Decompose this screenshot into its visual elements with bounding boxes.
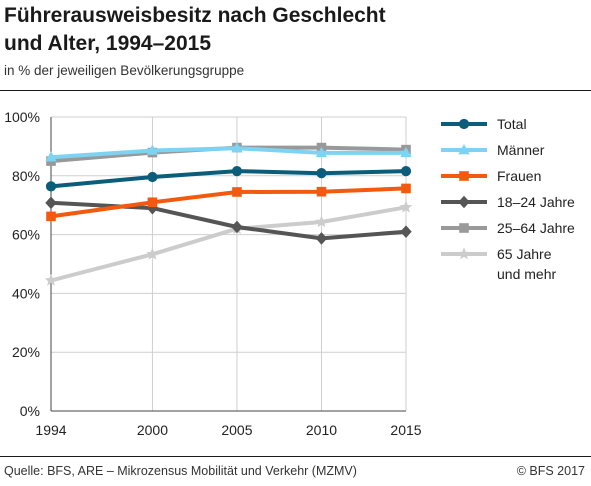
data-point-18-24-jahre [400,225,412,238]
data-point-total [231,165,243,177]
chart-title: Führerausweisbesitz nach Geschlecht und … [4,2,584,58]
data-point-frauen [147,197,158,208]
legend-marker-25-64-jahre [459,223,469,233]
data-point-männer [231,142,243,153]
data-point-männer [146,144,159,155]
legend-marker-18-24-jahre [458,195,470,209]
legend-marker-total [458,118,470,130]
legend-label-frauen: Frauen [497,168,541,184]
legend-label-18-24-jahre: 18–24 Jahre [497,194,575,210]
x-tick-label: 1994 [35,422,66,438]
series-line-65-jahre-und-mehr [50,205,407,283]
y-tick-label: 60% [12,227,40,243]
data-point-frauen [46,211,56,222]
legend-label-65-jahre-und-mehr: und mehr [497,266,556,282]
data-point-18-24-jahre [315,232,328,245]
data-point-total [147,171,158,183]
x-tick-label: 2015 [390,422,421,438]
data-point-total [316,168,327,179]
data-point-frauen [316,186,327,197]
legend-label-65-jahre-und-mehr: 65 Jahre [497,246,552,262]
chart-title-line-1: Führerausweisbesitz nach Geschlecht [4,4,386,27]
x-tick-label: 2000 [137,422,168,438]
x-tick-label: 2005 [221,422,252,438]
data-point-18-24-jahre [45,196,57,210]
data-point-frauen [401,183,411,194]
y-tick-label: 80% [12,168,40,184]
top-divider [0,90,591,91]
data-point-total [45,181,57,192]
data-point-frauen [232,187,242,197]
copyright-note: © BFS 2017 [516,464,585,478]
y-tick-label: 0% [20,403,40,419]
chart-subtitle: in % der jeweiligen Bevölkerungsgruppe [4,63,245,78]
legend-label-25-64-jahre: 25–64 Jahre [497,220,575,236]
data-point-65-jahre-und-mehr [44,273,58,286]
data-point-65-jahre-und-mehr [146,247,159,260]
data-point-total [400,165,412,177]
y-tick-label: 20% [12,344,40,360]
legend-label-männer: Männer [497,142,545,158]
data-point-männer [400,146,412,158]
legend-marker-männer [458,144,470,155]
data-point-männer [315,146,328,158]
bottom-divider [0,456,591,457]
legend-marker-frauen [459,171,469,181]
data-point-männer [45,151,57,162]
legend-label-total: Total [497,116,527,132]
x-tick-label: 2010 [306,422,337,438]
series-line-frauen [50,186,407,219]
data-point-65-jahre-und-mehr [399,200,413,213]
y-tick-label: 40% [12,285,40,301]
chart-title-line-2: und Alter, 1994–2015 [4,32,212,55]
y-tick-label: 100% [4,109,40,125]
legend-marker-65-jahre-und-mehr [457,247,471,260]
source-note: Quelle: BFS, ARE – Mikrozensus Mobilität… [4,464,357,478]
series-line-total [50,169,407,189]
data-point-18-24-jahre [231,220,243,234]
data-point-65-jahre-und-mehr [315,215,328,228]
